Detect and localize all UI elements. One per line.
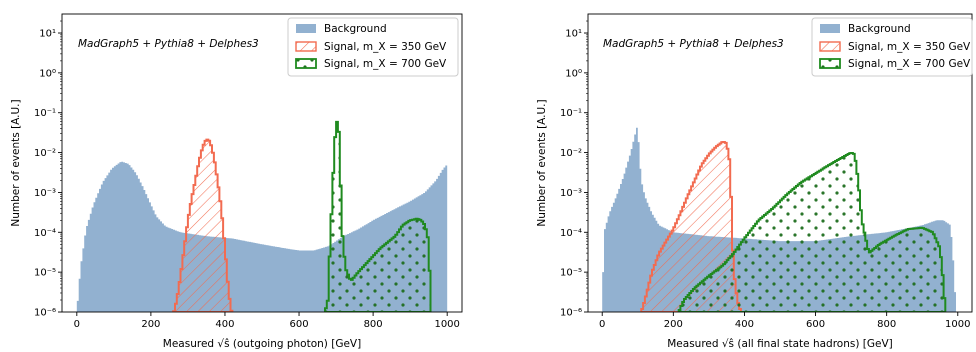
legend-box: [811, 17, 973, 77]
x-axis-ticks: 0 200 400 600 800 1000: [599, 312, 971, 330]
y-tick-label: 10⁻⁵: [34, 268, 56, 279]
legend-entry-background: Background: [848, 23, 911, 35]
y-tick-label: 10¹: [565, 29, 582, 40]
legend-swatch-background: [296, 24, 316, 33]
y-axis-label: Number of events [A.U.]: [10, 99, 22, 226]
legend-swatch-signal-350: [295, 41, 317, 52]
x-tick-label: 600: [289, 319, 308, 330]
x-tick-label: 1000: [945, 319, 970, 330]
y-tick-label: 10⁻³: [34, 188, 56, 199]
legend-swatch-background: [820, 24, 840, 33]
y-tick-label: 10⁻⁶: [560, 308, 582, 319]
legend-swatch-signal-350: [819, 41, 841, 52]
y-tick-label: 10⁻⁴: [34, 228, 56, 239]
y-axis-ticks: 10⁻⁶ 10⁻⁵ 10⁻⁴ 10⁻³ 10⁻² 10⁻¹ 10⁰ 10¹: [560, 20, 588, 319]
legend-entry-background: Background: [324, 23, 387, 35]
x-tick-label: 600: [806, 319, 825, 330]
plot-frame: [587, 13, 973, 313]
legend-entry-signal-350: Signal, m_X = 350 GeV: [848, 41, 971, 53]
legend: Background Signal, m_X = 350 GeV Signal,…: [811, 17, 973, 77]
y-tick-label: 10⁻³: [560, 188, 582, 199]
plot-area: [602, 127, 956, 312]
chart-annotation: MadGraph5 + Pythia8 + Delphes3: [603, 38, 784, 50]
y-tick-label: 10⁻²: [34, 148, 56, 159]
plot-frame: [61, 13, 463, 313]
histogram-series-1: [172, 138, 234, 312]
y-tick-label: 10⁰: [565, 68, 582, 79]
histogram-series-2: [324, 120, 432, 312]
legend-box: [287, 17, 459, 77]
x-tick-label: 400: [215, 319, 234, 330]
y-tick-label: 10⁻²: [560, 148, 582, 159]
x-axis-ticks: 0 200 400 600 800 1000: [74, 312, 460, 330]
histogram-series-2: [677, 152, 947, 312]
x-tick-label: 1000: [434, 319, 459, 330]
histogram-series-0: [76, 161, 448, 312]
legend-swatch-signal-700: [819, 58, 841, 69]
legend-entry-signal-700: Signal, m_X = 700 GeV: [848, 58, 971, 70]
x-tick-label: 400: [735, 319, 754, 330]
x-tick-label: 0: [74, 319, 80, 330]
legend-swatch-signal-700: [295, 58, 317, 69]
y-tick-label: 10⁻¹: [34, 108, 56, 119]
legend-entry-signal-350: Signal, m_X = 350 GeV: [324, 41, 447, 53]
y-tick-label: 10⁰: [39, 68, 56, 79]
chart-panel-left: 0 200 400 600 800 1000 10⁻⁶10⁻⁵10⁻⁴10⁻³10⁻²10…: [10, 13, 463, 350]
chart-panel-right: 0 200 400 600 800 1000 10⁻⁶10⁻⁵10⁻⁴10⁻³10⁻²10…: [536, 13, 973, 350]
y-axis-label: Number of events [A.U.]: [536, 99, 548, 226]
x-tick-label: 800: [877, 319, 896, 330]
x-tick-label: 200: [141, 319, 160, 330]
legend-entry-signal-700: Signal, m_X = 700 GeV: [324, 58, 447, 70]
y-axis-ticks: 10⁻⁶ 10⁻⁵ 10⁻⁴ 10⁻³ 10⁻² 10⁻¹ 10⁰ 10¹: [34, 20, 62, 319]
y-tick-label: 10⁻⁵: [560, 268, 582, 279]
y-tick-label: 10¹: [39, 29, 56, 40]
y-tick-label: 10⁻¹: [560, 108, 582, 119]
y-tick-label: 10⁻⁴: [560, 228, 582, 239]
y-tick-label: 10⁻⁶: [34, 308, 56, 319]
legend: Background Signal, m_X = 350 GeV Signal,…: [287, 17, 459, 77]
x-tick-label: 200: [664, 319, 683, 330]
x-tick-label: 800: [364, 319, 383, 330]
plot-area: [76, 120, 448, 312]
x-tick-label: 0: [599, 319, 605, 330]
chart-annotation: MadGraph5 + Pythia8 + Delphes3: [78, 38, 259, 50]
x-axis-label: Measured √ŝ (all final state hadrons) [G…: [667, 338, 893, 350]
x-axis-label: Measured √ŝ (outgoing photon) [GeV]: [163, 338, 361, 350]
